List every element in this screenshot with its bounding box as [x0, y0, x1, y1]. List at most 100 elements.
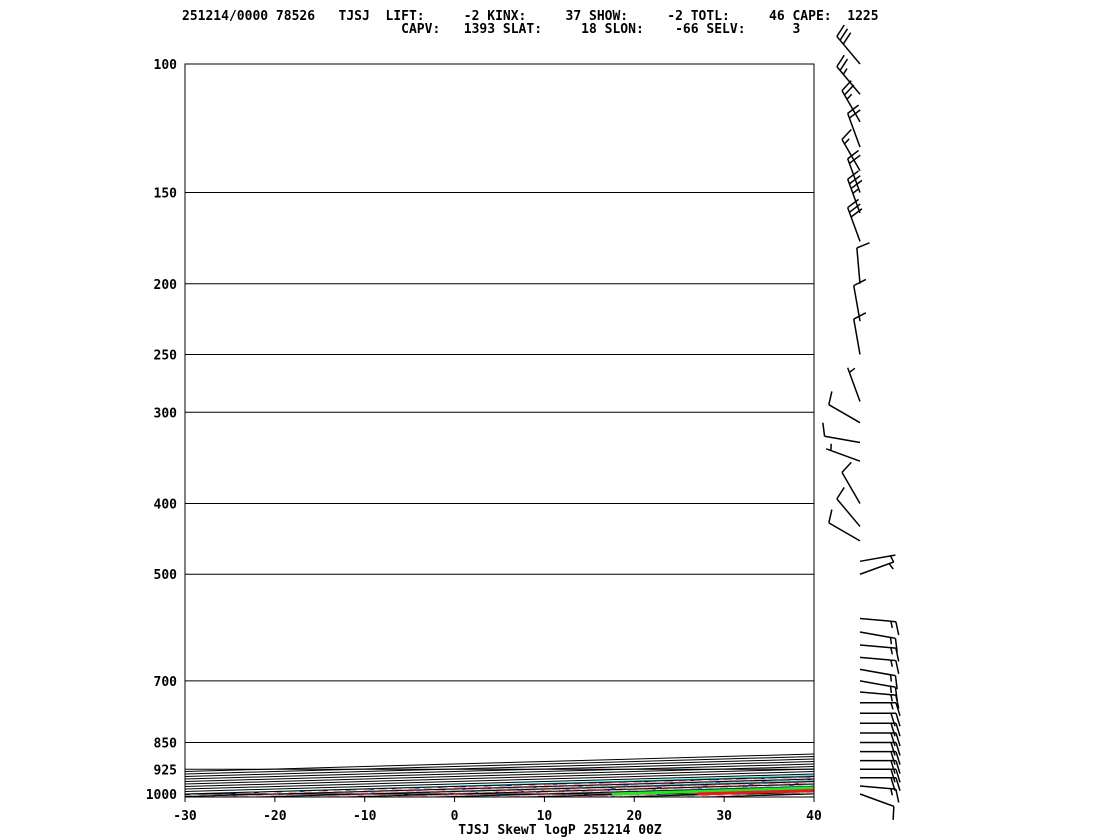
wind-barb-feather — [890, 769, 896, 783]
dewpoint-profile — [611, 786, 814, 796]
wind-barb-feather — [836, 24, 845, 37]
temperature-label--10: -10 — [353, 809, 377, 824]
wind-barb-675 — [859, 668, 898, 690]
pressure-label-100: 100 — [154, 58, 178, 73]
pressure-label-400: 400 — [154, 498, 178, 513]
dewpoint-line — [611, 786, 814, 796]
isotherm--110 — [185, 755, 814, 775]
moist-adiabat-8 — [375, 784, 814, 797]
isotherm-10 — [418, 785, 814, 797]
wind-barb-staff — [846, 178, 861, 214]
wind-barb-775 — [860, 712, 901, 727]
wind-barb-1000 — [859, 793, 895, 820]
wind-barb-feather — [895, 788, 900, 803]
wind-barb-staff — [846, 158, 861, 193]
moist-adiabat-24 — [522, 788, 814, 797]
pressure-label-925: 925 — [154, 763, 177, 778]
wind-barb-feather — [841, 129, 852, 141]
wind-barb-half-feather — [848, 367, 856, 374]
header-line-2: CAPV: 1393 SLAT: 18 SLON: -66 SELV: 3 — [182, 22, 801, 37]
wind-barb-175 — [846, 198, 863, 242]
wind-barb-725 — [859, 691, 900, 709]
moist-adiabat-20 — [486, 787, 814, 797]
isotherm--30 — [185, 775, 814, 795]
wind-barb-480 — [859, 554, 896, 563]
wind-barb-feather — [848, 154, 861, 165]
wind-barb-staff — [846, 207, 861, 242]
wind-barb-feather — [847, 149, 859, 160]
temperature-label-10: 10 — [537, 809, 553, 824]
wind-barb-925 — [860, 768, 901, 783]
wind-barb-feather — [839, 28, 849, 41]
wind-barb-staff — [859, 631, 896, 640]
wind-barb-feather — [890, 751, 896, 765]
pressure-label-850: 850 — [154, 736, 178, 751]
wind-barb-feather — [895, 769, 901, 783]
temperature-label--30: -30 — [173, 809, 197, 824]
isotherm--10 — [238, 780, 814, 797]
dry-adiabat-50 — [788, 796, 814, 797]
temperature-label-20: 20 — [626, 809, 642, 824]
temperature-line — [697, 789, 814, 796]
moist-adiabat-4 — [338, 783, 814, 797]
wind-barb-staff — [859, 554, 896, 563]
wind-barb-feather — [850, 208, 863, 218]
wind-barb-120 — [841, 80, 861, 123]
wind-barb-staff — [836, 498, 861, 527]
wind-barb-100 — [836, 24, 861, 65]
wind-barb-650 — [859, 656, 900, 675]
pressure-label-150: 150 — [154, 187, 178, 202]
moist-adiabat-16 — [449, 786, 814, 797]
dry-adiabat-30 — [608, 790, 814, 797]
wind-barb-feather — [890, 723, 896, 737]
wind-barb-staff — [828, 404, 861, 424]
moist-adiabat--20 — [185, 776, 814, 797]
temperature-label-40: 40 — [806, 809, 822, 824]
isotherm--40 — [185, 773, 814, 793]
wind-barb-330 — [822, 422, 861, 444]
wind-barb-feather — [890, 760, 896, 774]
mixing-ratio-20 — [554, 789, 814, 797]
wind-barb-feather — [847, 198, 859, 209]
wind-barb-290 — [846, 367, 861, 402]
isotherm--50 — [185, 770, 814, 790]
wind-barb-800 — [860, 722, 901, 737]
moist-adiabat-28 — [559, 789, 814, 797]
isotherm--100 — [185, 758, 814, 778]
wind-barb-feather — [895, 621, 900, 636]
wind-barb-staff — [859, 656, 896, 662]
wind-barb-staff — [846, 113, 861, 148]
pressure-label-200: 200 — [154, 278, 178, 293]
isotherm--80 — [185, 763, 814, 783]
wind-barb-feather — [895, 732, 901, 747]
isobars — [185, 63, 814, 795]
wind-barb-feather — [843, 84, 855, 96]
isotherm--20 — [185, 778, 814, 797]
isotherm-40 — [688, 793, 814, 797]
wind-barb-staff — [836, 66, 861, 95]
wind-barb-feather — [894, 638, 898, 652]
wind-barb-430 — [836, 487, 861, 527]
header-line-1: 251214/0000 78526 TJSJ LIFT: -2 KINX: 37… — [182, 9, 879, 24]
wind-barb-staff — [859, 561, 895, 575]
wind-barb-310 — [828, 391, 861, 424]
wind-barb-half-feather — [888, 563, 894, 570]
plot-frame — [184, 63, 815, 798]
wind-barb-feather — [890, 742, 896, 756]
temperature-profile — [697, 789, 814, 796]
wind-barb-staff — [859, 668, 896, 677]
pressure-label-1000: 1000 — [146, 788, 177, 803]
wind-barb-feather — [895, 751, 901, 765]
wind-barb-feather — [894, 675, 898, 690]
wind-barb-feather — [836, 54, 845, 68]
wind-barb-feather — [892, 806, 895, 820]
wind-barb-450 — [828, 509, 861, 542]
wind-barb-staff — [853, 318, 861, 355]
pressure-tick-labels: 100 150 200 250 300 400 500 700 850 925 1000 — [146, 58, 177, 803]
wind-barb-half-feather — [889, 686, 893, 694]
wind-barb-staff — [841, 471, 861, 504]
moist-adiabat-36 — [632, 791, 814, 797]
wind-barb-staff — [859, 644, 896, 649]
wind-barb-feather — [895, 702, 901, 717]
